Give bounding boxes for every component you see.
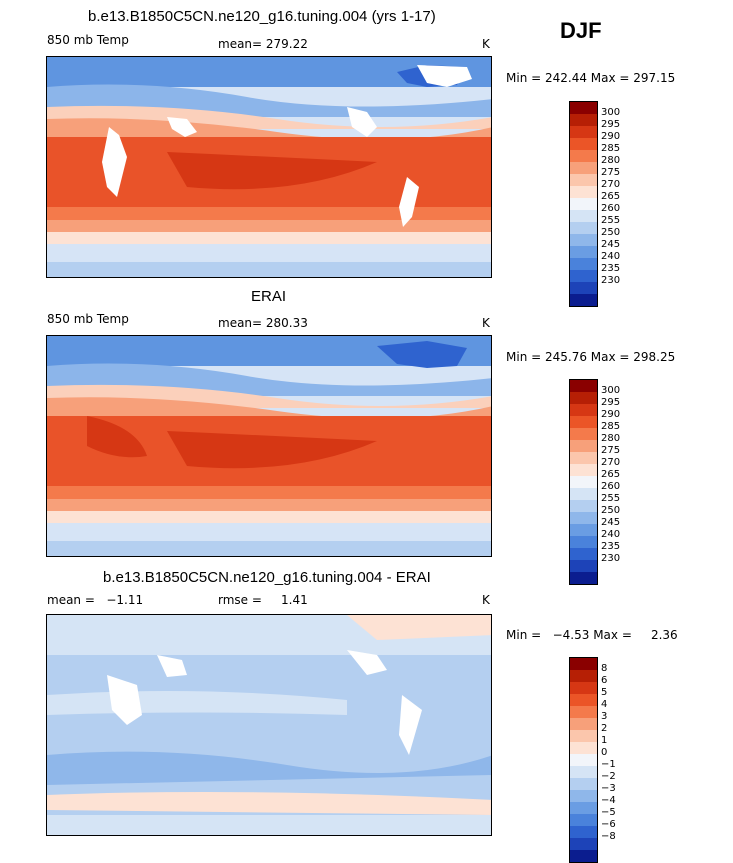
colorbar-tick-label: 6 [601,675,608,686]
colorbar-tick-label: 4 [601,699,608,710]
colorbar-tick-label: 240 [601,251,621,262]
colorbar-tick-label: 275 [601,445,621,456]
unit-label-diff: K [482,593,490,607]
field-plot-obs [47,336,491,556]
season-label: DJF [560,18,602,43]
colorbar-tick-label: 260 [601,481,621,492]
field-plot-model [47,57,491,277]
colorbar-tick-label: 255 [601,493,621,504]
colorbar-tick-label: 230 [601,553,621,564]
rmse-label-diff: rmse = 1.41 [218,593,308,607]
colorbar-tick-label: 255 [601,215,621,226]
map-model [46,56,492,278]
colorbar-tick-label: 235 [601,541,621,552]
colorbar-diff [569,657,598,863]
map-diff [46,614,492,836]
colorbar-model [569,101,598,307]
mean-label-obs: mean= 280.33 [218,316,308,330]
minmax-label-obs: Min = 245.76 Max = 298.25 [506,350,676,364]
colorbar-tick-label: 265 [601,469,621,480]
colorbar-tick-label: 290 [601,409,621,420]
colorbar-tick-label: 240 [601,529,621,540]
unit-label-obs: K [482,316,490,330]
mean-label-model: mean= 279.22 [218,37,308,51]
colorbar-tick-label: −8 [601,831,616,842]
colorbar-tick-label: 280 [601,155,621,166]
colorbar-tick-label: −4 [601,795,616,806]
colorbar-tick-label: 230 [601,275,621,286]
panel-title-obs: ERAI [251,288,287,305]
variable-label-obs: 850 mb Temp [47,312,129,326]
colorbar-tick-label: 295 [601,397,621,408]
map-obs [46,335,492,557]
colorbar-tick-label: 235 [601,263,621,274]
colorbar-tick-label: −2 [601,771,616,782]
colorbar-tick-label: 8 [601,663,608,674]
colorbar-tick-label: 280 [601,433,621,444]
colorbar-tick-label: −5 [601,807,616,818]
colorbar-tick-label: 270 [601,179,621,190]
colorbar-tick-label: 260 [601,203,621,214]
mean-label-diff: mean = −1.11 [47,593,144,607]
colorbar-tick-label: 300 [601,107,621,118]
panel-title-model: b.e13.B1850C5CN.ne120_g16.tuning.004 (yr… [88,8,436,25]
colorbar-tick-label: 265 [601,191,621,202]
unit-label-model: K [482,37,490,51]
colorbar-tick-label: 300 [601,385,621,396]
colorbar-tick-label: −3 [601,783,616,794]
colorbar-tick-label: 245 [601,239,621,250]
colorbar-tick-label: 290 [601,131,621,142]
colorbar-tick-label: 295 [601,119,621,130]
colorbar-tick-label: 250 [601,505,621,516]
colorbar-tick-label: 3 [601,711,608,722]
colorbar-tick-label: 1 [601,735,608,746]
colorbar-tick-label: 2 [601,723,608,734]
colorbar-tick-label: −6 [601,819,616,830]
colorbar-tick-label: −1 [601,759,616,770]
colorbar-tick-label: 245 [601,517,621,528]
colorbar-tick-label: 5 [601,687,608,698]
minmax-label-model: Min = 242.44 Max = 297.15 [506,71,676,85]
colorbar-tick-label: 0 [601,747,608,758]
field-plot-diff [47,615,491,835]
minmax-label-diff: Min = −4.53 Max = 2.36 [506,628,678,642]
colorbar-tick-label: 250 [601,227,621,238]
colorbar-tick-label: 285 [601,143,621,154]
colorbar-obs [569,379,598,585]
variable-label-model: 850 mb Temp [47,33,129,47]
panel-title-diff: b.e13.B1850C5CN.ne120_g16.tuning.004 - E… [103,569,431,586]
colorbar-tick-label: 275 [601,167,621,178]
colorbar-tick-label: 270 [601,457,621,468]
colorbar-tick-label: 285 [601,421,621,432]
